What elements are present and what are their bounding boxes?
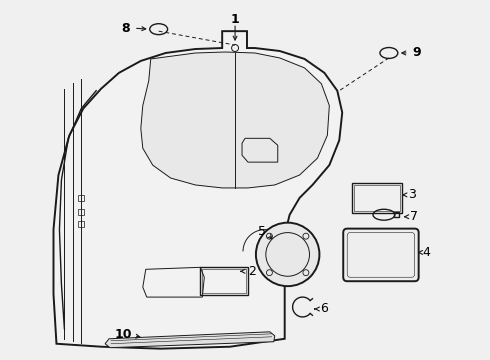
Text: 1: 1 <box>231 13 240 26</box>
Text: 8: 8 <box>122 22 130 35</box>
Text: 2: 2 <box>248 265 256 278</box>
FancyBboxPatch shape <box>343 229 418 281</box>
Circle shape <box>256 223 319 286</box>
Text: 5: 5 <box>258 225 266 238</box>
Polygon shape <box>141 52 329 188</box>
Text: 3: 3 <box>408 188 416 201</box>
Text: 6: 6 <box>320 302 328 315</box>
Text: 9: 9 <box>413 46 421 59</box>
Polygon shape <box>105 332 275 348</box>
Polygon shape <box>53 31 342 349</box>
Text: 10: 10 <box>114 328 132 341</box>
Text: 4: 4 <box>423 246 431 259</box>
Text: 7: 7 <box>410 210 417 223</box>
